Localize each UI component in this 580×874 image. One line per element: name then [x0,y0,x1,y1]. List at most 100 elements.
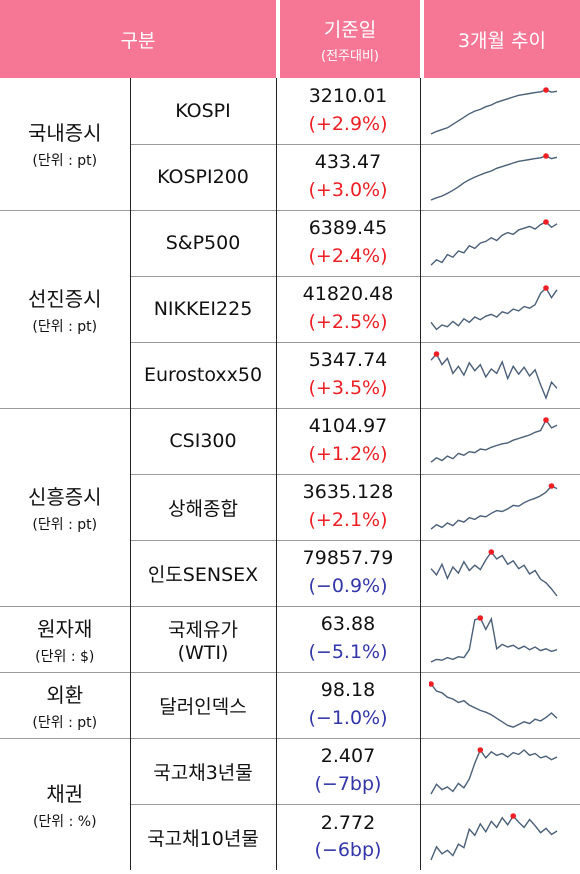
trend-cell [420,539,580,606]
category-unit: (단위 : pt) [32,714,98,731]
weekly-change: (+3.5%) [308,377,388,399]
trend-cell [420,209,580,276]
trend-peak-marker [477,747,483,753]
index-value: 3210.01 [308,85,388,108]
trend-cell [420,143,580,210]
value-cell: 41820.48 (+2.5%) [276,275,421,342]
category-cell: 국내증시 (단위 : pt) [0,78,131,210]
trend-line [429,352,558,400]
weekly-change: (−0.9%) [308,575,388,597]
index-value: 433.47 [314,151,382,174]
trend-sparkline [430,153,557,201]
table-row: 국고채10년물 2.772 (−6bp) [0,803,580,870]
value-cell: 2.772 (−6bp) [276,803,421,870]
index-name-cell: S&P500 [130,209,277,276]
table-row: NIKKEI225 41820.48 (+2.5%) [0,275,580,342]
index-name-cell: 국고채10년물 [130,803,277,870]
trend-line [430,418,557,463]
trend-line [430,616,557,663]
index-name: 달러인덱스 [159,695,247,718]
trend-sparkline [429,351,558,400]
category-unit: (단위 : pt) [32,153,98,170]
trend-line [429,683,557,728]
table-row: 국내증시 (단위 : pt) KOSPI 3210.01 (+2.9%) [0,78,580,210]
weekly-change: (−7bp) [314,773,382,795]
index-value: 63.88 [320,613,376,636]
trend-peak-marker [548,483,554,489]
weekly-change: (+2.9%) [308,112,388,135]
table-row: KOSPI200 433.47 (+3.0%) [0,143,580,210]
trend-cell [420,737,580,804]
trend-sparkline [430,417,557,463]
trend-peak-marker [542,285,549,291]
trend-sparkline [430,219,557,266]
index-name: KOSPI [175,99,231,122]
weekly-change: (−1.0%) [308,707,388,729]
trend-sparkline [430,86,557,135]
header-trend: 3개월 추이 [424,0,580,78]
trend-cell [420,407,580,474]
index-name-cell: NIKKEI225 [130,275,277,342]
index-name: 인도SENSEX [147,563,259,586]
index-value: 2.407 [320,745,376,768]
value-cell: 2.407 (−7bp) [276,737,421,804]
trend-sparkline [429,285,558,331]
trend-peak-marker [509,813,516,820]
index-value: 2.772 [320,811,376,834]
index-value: 3635.128 [302,481,394,504]
category-unit: (단위 : pt) [32,318,98,335]
index-name-sub: (WTI) [177,641,229,664]
table-row: 신흥증시 (단위 : pt) CSI300 4104.97 (+1.2%) [0,407,580,606]
trend-peak-marker [542,86,549,93]
header-category: 구분 [0,0,276,78]
table-row: 상해종합 3635.128 (+2.1%) [0,473,580,540]
trend-cell [420,341,580,408]
header-base-date: 기준일 (전주대비) [280,0,420,78]
value-cell: 433.47 (+3.0%) [276,143,421,210]
trend-peak-marker [433,351,439,357]
index-value: 79857.79 [302,547,394,570]
index-value: 6389.45 [308,217,388,240]
category-name: 외환 [46,682,84,707]
category-cell: 신흥증시 (단위 : pt) [0,407,131,606]
trend-sparkline [430,483,557,530]
category-name: 선진증시 [27,286,102,311]
trend-peak-marker [542,153,549,159]
index-name-cell: CSI300 [130,407,277,474]
index-name-cell: Eurostoxx50 [130,341,277,408]
trend-line [430,155,557,201]
category-unit: (단위 : $) [35,648,95,665]
trend-sparkline [428,681,557,728]
trend-cell [420,473,580,540]
index-name: 국고채3년물 [153,761,253,784]
index-name-cell: 달러인덱스 [130,671,277,738]
table-row: Eurostoxx50 5347.74 (+3.5%) [0,341,580,408]
index-name: CSI300 [169,430,237,452]
value-cell: 79857.79 (−0.9%) [276,539,421,606]
index-name: Eurostoxx50 [143,364,263,386]
index-value: 5347.74 [308,349,388,372]
category-cell: 원자재 (단위 : $) [0,605,131,672]
trend-cell [420,671,580,738]
trend-cell [420,275,580,342]
trend-cell [420,605,580,672]
trend-line [430,221,557,266]
trend-peak-marker [542,219,549,225]
table-header: 구분 기준일 (전주대비) 3개월 추이 [0,0,580,78]
weekly-change: (+2.5%) [308,311,388,333]
trend-line [429,748,557,795]
category-cell: 선진증시 (단위 : pt) [0,209,131,408]
value-cell: 63.88 (−5.1%) [276,605,421,672]
trend-sparkline [430,615,557,663]
value-cell: 5347.74 (+3.5%) [276,341,421,408]
trend-cell [420,78,580,144]
index-value: 98.18 [320,679,376,702]
table-row: 원자재 (단위 : $) 국제유가 (WTI) 63.88 (−5.1%) [0,605,580,672]
trend-line [429,286,558,331]
index-name: 상해종합 [168,497,238,520]
category-name: 신흥증시 [27,484,102,509]
index-name-cell: 국제유가 (WTI) [130,605,277,672]
table-row: 외환 (단위 : pt) 달러인덱스 98.18 (−1.0%) [0,671,580,738]
trend-cell [420,803,580,870]
table-row: 인도SENSEX 79857.79 (−0.9%) [0,539,580,606]
